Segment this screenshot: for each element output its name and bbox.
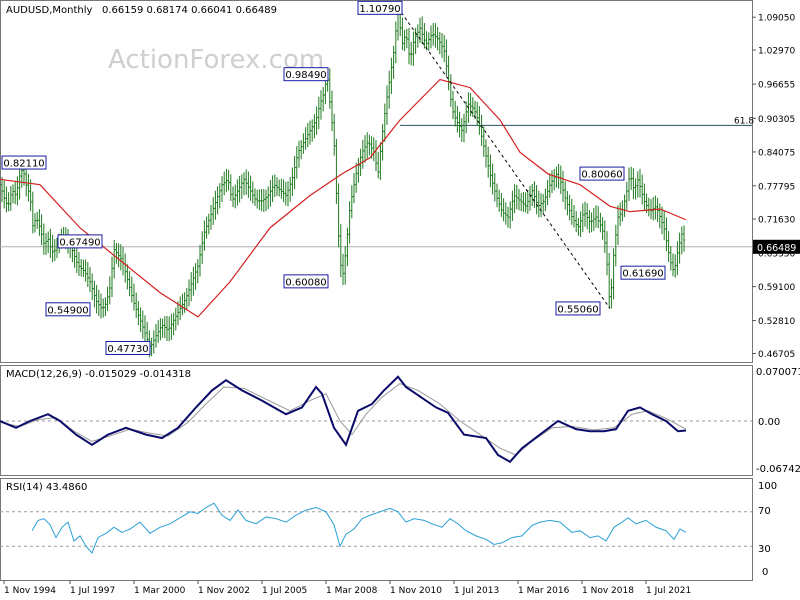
x-tick-label: 1 Nov 2018 — [582, 586, 634, 596]
price-label-text: 0.61690 — [622, 269, 663, 280]
price-label-text: 0.80060 — [581, 170, 622, 181]
price-label-text: 0.67490 — [59, 237, 100, 248]
macd-line — [0, 375, 687, 464]
price-label-box — [1, 155, 47, 170]
price-label-box — [357, 0, 403, 15]
rsi-tick-70: 70 — [758, 506, 771, 517]
x-tick-label: 1 Mar 2008 — [326, 586, 378, 596]
macd-tick-bottom: -0.067423 — [756, 464, 800, 475]
price-label-box — [620, 265, 666, 280]
macd-signal-line — [0, 383, 687, 456]
price-ytick-label: 0.59100 — [758, 283, 795, 293]
rsi-panel-frame — [0, 478, 753, 581]
price-ytick-label: 1.09050 — [758, 14, 795, 24]
rsi-tick-30: 30 — [758, 544, 771, 555]
x-tick-label: 1 Mar 2000 — [134, 586, 186, 596]
x-tick-label: 1 Jul 1997 — [70, 586, 115, 596]
price-label-text: 0.55060 — [557, 304, 598, 315]
price-ytick-label: 0.71630 — [758, 216, 795, 226]
current-price-text: 0.66489 — [757, 243, 796, 254]
rsi-label: RSI(14) 43.4860 — [6, 482, 87, 493]
price-ytick-label: 0.90305 — [758, 115, 795, 125]
price-label-box — [105, 340, 151, 355]
current-price-tag — [753, 239, 800, 254]
trend-line — [397, 7, 611, 309]
price-label-box — [57, 234, 103, 249]
price-ytick-label: 0.65350 — [758, 249, 795, 259]
price-label-box — [283, 274, 329, 289]
x-tick-label: 1 Mar 2016 — [518, 586, 570, 596]
macd-label: MACD(12,26,9) -0.015029 -0.014318 — [6, 369, 191, 380]
macd-tick-zero: 0.00 — [758, 417, 780, 428]
price-panel-frame — [0, 0, 753, 363]
price-ytick-label: 0.84075 — [758, 148, 795, 158]
x-tick-label: 1 Jul 2013 — [454, 586, 499, 596]
price-label-box — [45, 302, 91, 317]
price-label-text: 0.54900 — [47, 305, 88, 316]
moving-average-line — [0, 78, 687, 318]
x-tick-label: 1 Nov 2010 — [390, 586, 442, 596]
price-ytick-label: 0.96655 — [758, 81, 795, 91]
price-label-box — [555, 301, 601, 316]
price-label-text: 0.60080 — [285, 277, 326, 288]
rsi-tick-100: 100 — [758, 481, 777, 492]
price-ytick-label: 0.46705 — [758, 350, 795, 360]
price-label-text: 0.82110 — [3, 159, 44, 170]
price-label-box — [579, 166, 625, 181]
x-tick-label: 1 Jul 2021 — [646, 586, 691, 596]
price-label-text: 0.47730 — [107, 344, 148, 355]
fib-level-label: 61.8 — [734, 116, 754, 126]
symbol-label: AUDUSD,Monthly — [6, 5, 93, 16]
x-tick-label: 1 Jul 2005 — [262, 586, 307, 596]
x-tick-label: 1 Nov 2002 — [198, 586, 250, 596]
x-tick-label: 1 Nov 1994 — [4, 586, 56, 596]
price-ytick-label: 1.02970 — [758, 47, 795, 57]
price-ytick-label: 0.77795 — [758, 182, 795, 192]
macd-tick-top: 0.070071 — [756, 367, 800, 378]
price-label-text: 0.98490 — [285, 70, 326, 81]
rsi-line — [31, 502, 687, 555]
ohlc-label: 0.66159 0.68174 0.66041 0.66489 — [102, 5, 277, 16]
price-label-text: 1.10790 — [359, 4, 400, 15]
macd-panel-frame — [0, 365, 753, 476]
price-ytick-label: 0.52810 — [758, 317, 795, 327]
rsi-tick-0: 0 — [762, 567, 768, 578]
price-label-box — [283, 67, 329, 82]
